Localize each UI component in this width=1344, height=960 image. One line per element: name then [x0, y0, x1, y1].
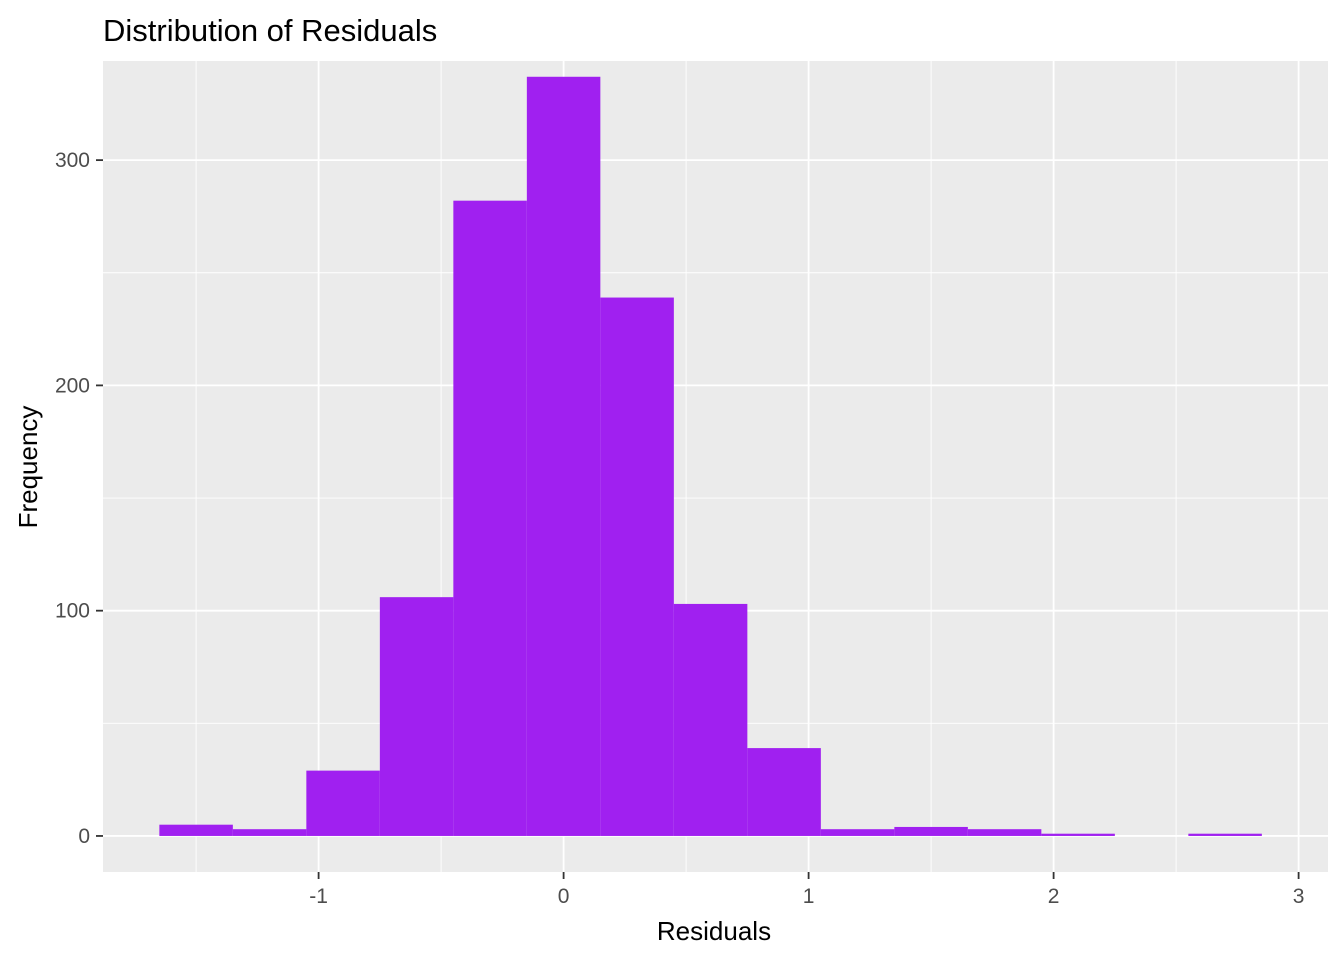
y-tick-label: 300	[55, 149, 90, 172]
histogram-bar	[453, 200, 527, 836]
histogram-bar	[1188, 833, 1262, 836]
histogram-bar	[306, 770, 380, 836]
x-axis: -1 0 1 2 3	[309, 872, 1304, 908]
x-axis-title: Residuals	[657, 916, 771, 946]
histogram-bar	[232, 829, 307, 836]
histogram-bars	[159, 76, 1262, 836]
histogram-bar	[967, 829, 1042, 836]
histogram-bar	[379, 597, 454, 836]
chart-title: Distribution of Residuals	[103, 13, 437, 48]
x-tick-label: 2	[1048, 885, 1060, 908]
x-tick-label: 1	[803, 885, 815, 908]
histogram-bar	[1041, 833, 1115, 836]
y-axis-title: Frequency	[13, 406, 43, 529]
y-tick-label: 200	[55, 374, 90, 397]
histogram-bar	[894, 826, 968, 836]
histogram-bar	[673, 603, 748, 836]
histogram-bar	[747, 748, 821, 836]
histogram-bar	[600, 297, 674, 836]
y-tick-label: 100	[55, 600, 90, 623]
x-tick-label: -1	[309, 885, 328, 908]
histogram-bar	[526, 76, 601, 836]
y-tick-label: 0	[78, 825, 90, 848]
y-axis: 0 100 200 300	[55, 149, 103, 848]
histogram-bar	[159, 824, 233, 836]
x-tick-label: 3	[1293, 885, 1305, 908]
x-tick-label: 0	[558, 885, 570, 908]
histogram-bar	[820, 829, 895, 836]
